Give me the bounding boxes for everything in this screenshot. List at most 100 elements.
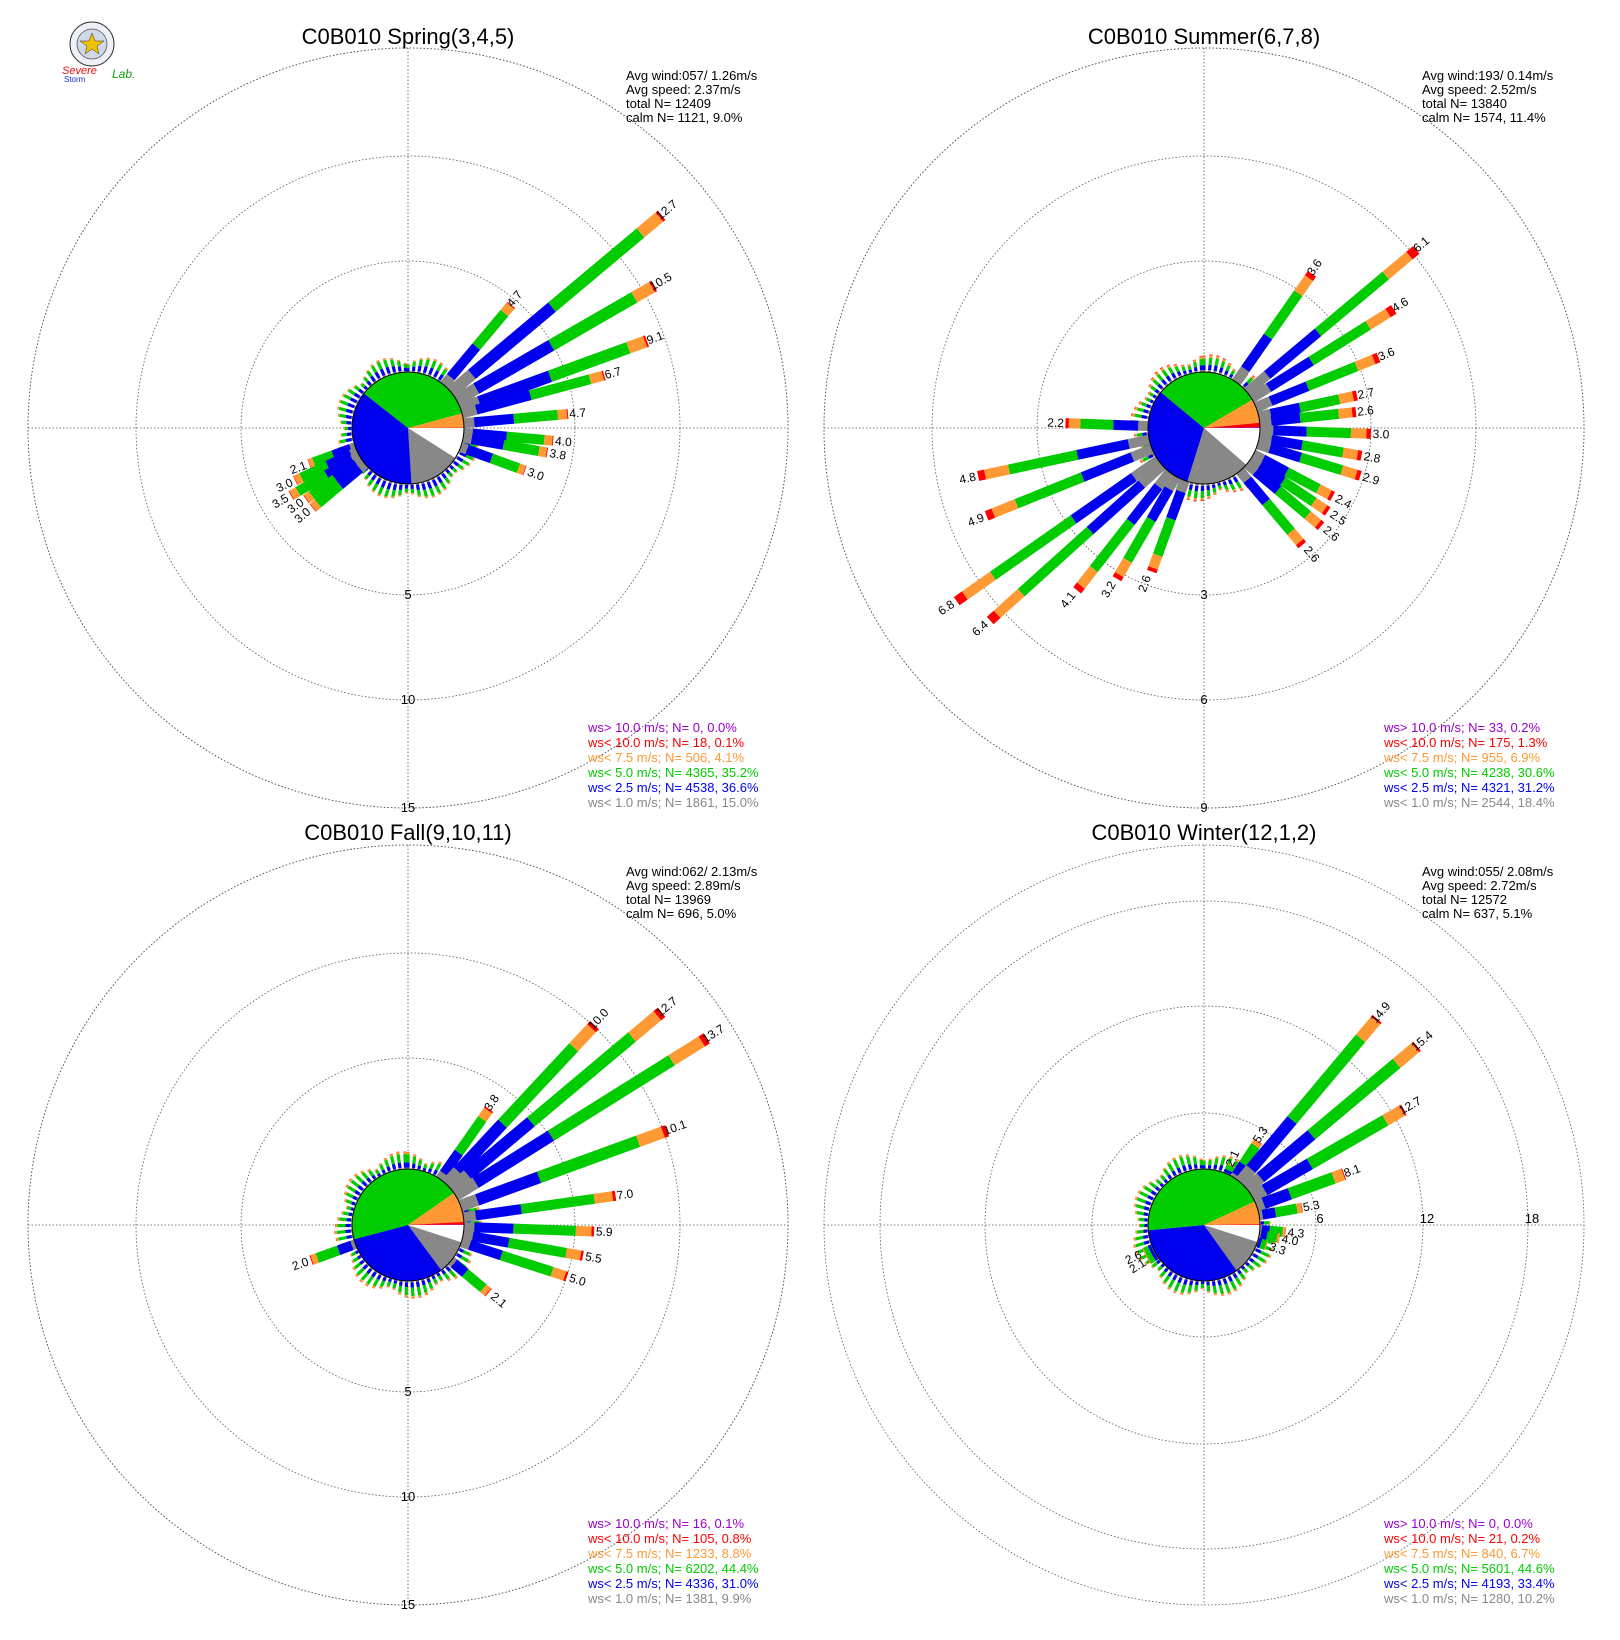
minor-spoke-segment (1168, 1278, 1176, 1289)
wind-spoke-segment (1131, 456, 1161, 482)
wind-spoke-segment (986, 610, 1001, 625)
wind-spoke-segment (527, 1032, 636, 1127)
wind-spoke-segment (447, 1170, 472, 1194)
wind-spoke-segment (1261, 1207, 1277, 1220)
minor-spoke-segment (1142, 456, 1150, 462)
minor-spoke-segment (1239, 486, 1244, 491)
minor-spoke-segment (1146, 443, 1150, 448)
minor-spoke-segment (1172, 1157, 1176, 1161)
minor-spoke-segment (438, 492, 442, 495)
minor-spoke-segment (1218, 1164, 1224, 1171)
minor-spoke-segment (1144, 1200, 1152, 1206)
minor-spoke-segment (392, 1283, 397, 1289)
wind-spoke-segment (1249, 1184, 1268, 1203)
wind-spoke-segment (454, 1116, 487, 1156)
minor-spoke-segment (1171, 372, 1177, 379)
pie-slice (408, 413, 464, 428)
minor-spoke-segment (463, 1209, 470, 1214)
minor-spoke-segment (433, 370, 440, 378)
wind-spoke-segment (1258, 432, 1273, 445)
minor-spoke-segment (1172, 1159, 1180, 1169)
minor-spoke-segment (447, 1277, 451, 1282)
minor-spoke-segment (371, 1285, 376, 1289)
wind-spoke-segment (1295, 538, 1307, 549)
minor-spoke-segment (1159, 1270, 1167, 1278)
minor-spoke-segment (398, 1285, 403, 1293)
wind-spoke-segment (473, 340, 555, 394)
wind-spoke-segment (506, 431, 545, 445)
wind-spoke-segment (1382, 251, 1413, 280)
wind-spoke-segment (1284, 467, 1321, 494)
minor-spoke-segment (361, 1180, 368, 1187)
minor-spoke-segment (366, 370, 373, 378)
minor-spoke-segment (1193, 1164, 1198, 1169)
wind-spoke-segment (462, 1269, 487, 1293)
wind-spoke-segment (440, 373, 455, 389)
minor-spoke-segment (1147, 453, 1154, 459)
minor-spoke-segment (381, 1169, 386, 1174)
pie-outline (1147, 1168, 1261, 1282)
wind-spoke-segment (477, 370, 553, 408)
minor-spoke-segment (1238, 1283, 1243, 1287)
wind-spoke-segment (447, 369, 476, 397)
wind-spoke-segment (1265, 356, 1314, 392)
legend-entry: ws> 10.0 m/s; N= 33, 0.2% (1383, 720, 1541, 735)
minor-spoke-segment (1143, 1212, 1149, 1217)
minor-spoke-segment (1142, 443, 1148, 449)
minor-spoke-segment (467, 1259, 471, 1264)
wind-spoke-segment (1382, 1105, 1405, 1126)
pie-outline (1147, 371, 1261, 485)
minor-spoke-segment (467, 462, 471, 467)
wind-spoke-segment (626, 336, 648, 354)
wind-spoke-segment (1308, 321, 1371, 366)
wind-spoke-segment (468, 302, 556, 379)
minor-spoke-segment (1246, 377, 1254, 384)
minor-spoke-segment (358, 388, 364, 395)
minor-spoke-segment (374, 371, 381, 379)
minor-spoke-segment (1136, 432, 1143, 437)
wind-spoke-segment (550, 1267, 567, 1281)
wind-spoke-segment (1127, 434, 1151, 449)
wind-spoke-segment (1263, 290, 1303, 340)
minor-spoke-segment (1258, 1264, 1262, 1269)
wind-spoke-segment (565, 1247, 582, 1261)
wind-spoke-segment (472, 1130, 555, 1188)
minor-spoke-segment (1157, 383, 1164, 390)
minor-spoke-segment (345, 414, 352, 420)
minor-spoke-segment (339, 439, 347, 444)
wind-spoke-segment (1296, 1202, 1303, 1214)
minor-spoke-segment (1134, 1196, 1138, 1201)
wind-spoke-segment (543, 434, 553, 446)
minor-spoke-segment (1166, 364, 1171, 369)
minor-spoke-segment (1227, 1291, 1232, 1295)
wind-spoke-segment (474, 1222, 514, 1234)
wind-spoke-segment (436, 1170, 449, 1182)
minor-spoke-segment (1177, 1277, 1183, 1284)
wind-spoke-segment (1257, 408, 1272, 422)
minor-spoke-segment (389, 1155, 395, 1165)
wind-spoke-segment (1224, 1164, 1236, 1173)
wind-spoke-segment (977, 469, 987, 481)
minor-spoke-segment (1207, 364, 1212, 371)
minor-spoke-segment (1154, 371, 1159, 376)
minor-spoke-segment (1211, 1281, 1216, 1287)
spoke-label: 2.9 (1361, 470, 1381, 488)
wind-spoke-segment (1248, 383, 1272, 403)
wind-spoke-segment (536, 1135, 641, 1183)
ring-label: 5 (404, 587, 411, 602)
wind-spoke-segment (1331, 1168, 1346, 1184)
minor-spoke-segment (1185, 1156, 1192, 1165)
spoke-label: 5.5 (584, 1249, 603, 1266)
wind-spoke-segment (471, 1231, 510, 1248)
minor-spoke-segment (352, 1266, 356, 1271)
wind-spoke-segment (1247, 455, 1263, 470)
wind-spoke-segment (1307, 1058, 1401, 1140)
minor-spoke-segment (431, 1161, 435, 1165)
wind-spoke-segment (1327, 490, 1335, 501)
wind-spoke-segment (1398, 1104, 1407, 1116)
wind-spoke-segment (458, 1194, 480, 1212)
wind-spoke-segment (1243, 1172, 1265, 1194)
minor-spoke-segment (1212, 487, 1217, 493)
ring-label: 6 (1316, 1211, 1323, 1226)
wind-spoke-segment (1266, 1231, 1278, 1243)
